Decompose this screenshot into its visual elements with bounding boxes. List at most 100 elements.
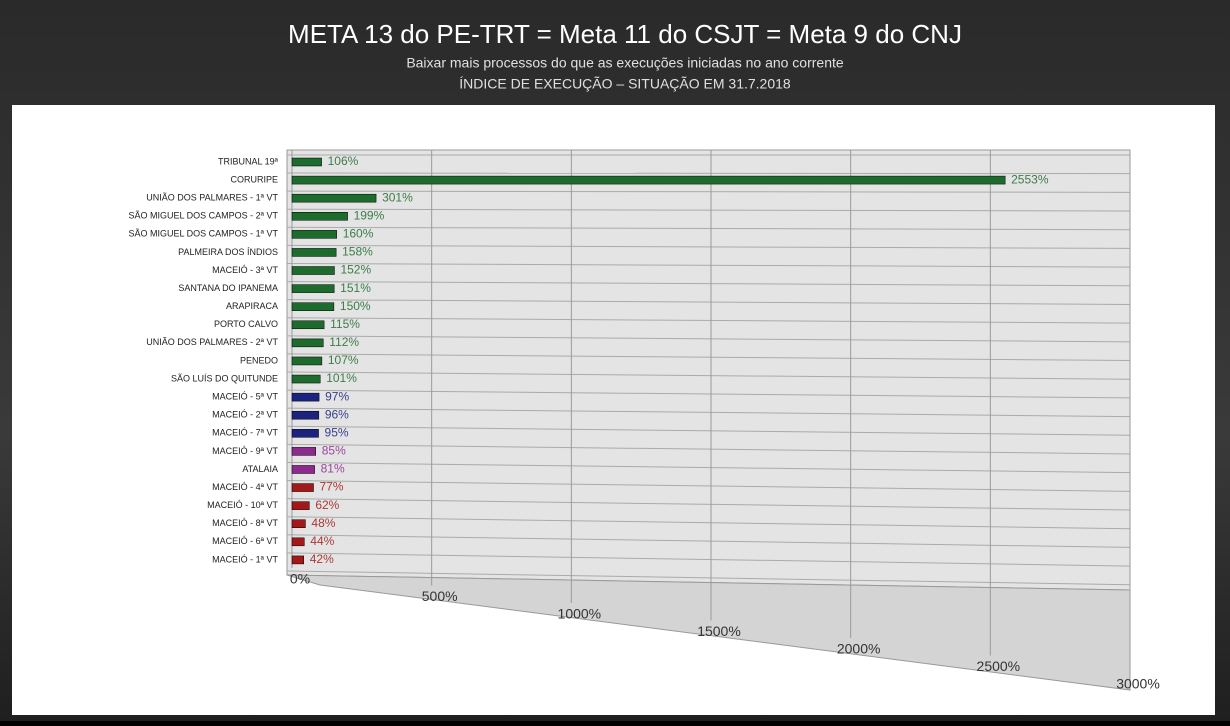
- value-label: 107%: [328, 353, 359, 367]
- category-label: MACEIÓ - 7ª VT: [212, 428, 278, 438]
- row-line: [286, 443, 1131, 455]
- row-line: [286, 516, 1131, 530]
- value-label: 44%: [310, 534, 334, 548]
- bar: [291, 157, 322, 167]
- row-line: [286, 208, 1131, 212]
- row-line: [286, 480, 1131, 492]
- category-label: MACEIÓ - 4ª VT: [212, 482, 278, 492]
- value-label: 160%: [343, 227, 374, 241]
- category-label: SÃO MIGUEL DOS CAMPOS - 1ª VT: [128, 229, 278, 239]
- bar: [291, 392, 320, 402]
- x-tick-label: 500%: [422, 588, 458, 604]
- bar: [291, 410, 320, 420]
- value-label: 77%: [320, 480, 344, 494]
- value-label: 151%: [340, 281, 371, 295]
- row-line: [286, 172, 1131, 175]
- category-label: MACEIÓ - 3ª VT: [212, 265, 278, 275]
- category-label: MACEIÓ - 2ª VT: [212, 410, 278, 420]
- row-line: [286, 461, 1131, 474]
- row-line: [286, 281, 1131, 287]
- row-line: [286, 299, 1131, 305]
- bar: [291, 501, 310, 510]
- bar: [291, 302, 335, 311]
- x-tick-label: 1500%: [697, 623, 741, 639]
- bar: [291, 483, 314, 492]
- row-line: [286, 262, 1131, 268]
- category-label: TRIBUNAL 19ª: [218, 156, 279, 166]
- x-tick-label: 1000%: [558, 606, 602, 622]
- category-label: SANTANA DO IPANEMA: [178, 283, 278, 293]
- floor: [286, 574, 1131, 691]
- row-line: [286, 407, 1131, 418]
- category-label: MACEIÓ - 10ª VT: [207, 500, 278, 510]
- bar: [291, 465, 315, 474]
- row-line: [286, 244, 1131, 249]
- bar: [291, 537, 305, 547]
- bar: [291, 230, 337, 239]
- row-line: [286, 353, 1131, 362]
- bar: [291, 555, 304, 565]
- row-line: [286, 226, 1131, 231]
- category-label: PORTO CALVO: [214, 319, 278, 329]
- category-label: SÃO LUÍS DO QUITUNDE: [171, 373, 278, 383]
- value-label: 301%: [382, 190, 413, 204]
- value-label: 95%: [325, 425, 349, 439]
- bar: [291, 374, 321, 384]
- category-label: ATALAIA: [242, 464, 278, 474]
- value-label: 106%: [328, 154, 359, 168]
- bar: [291, 248, 337, 257]
- category-label: UNIÃO DOS PALMARES - 2ª VT: [146, 337, 278, 347]
- category-label: MACEIÓ - 6ª VT: [212, 536, 278, 546]
- chart-title: META 13 do PE-TRT = Meta 11 do CSJT = Me…: [288, 19, 962, 49]
- category-label: MACEIÓ - 5ª VT: [212, 392, 278, 402]
- category-label: PENEDO: [240, 355, 278, 365]
- value-label: 62%: [315, 498, 339, 512]
- bar: [291, 447, 316, 456]
- row-line: [286, 498, 1131, 511]
- bar: [291, 284, 335, 293]
- x-tick-label: 0%: [290, 571, 310, 587]
- value-label: 48%: [311, 516, 335, 530]
- row-line: [286, 371, 1131, 380]
- chart-subtitle: Baixar mais processos do que as execuçõe…: [406, 55, 844, 71]
- bar: [291, 429, 319, 438]
- category-label: PALMEIRA DOS ÍNDIOS: [178, 247, 278, 257]
- bar: [291, 519, 306, 528]
- row-line: [286, 190, 1131, 193]
- x-tick-label: 2000%: [837, 641, 881, 657]
- category-label: ARAPIRACA: [226, 301, 278, 311]
- bar: [291, 356, 323, 366]
- value-label: 42%: [310, 552, 334, 566]
- value-label: 150%: [340, 299, 371, 313]
- value-label: 85%: [322, 444, 346, 458]
- value-label: 112%: [329, 335, 359, 349]
- row-line: [286, 389, 1131, 399]
- x-tick-label: 2500%: [977, 658, 1021, 674]
- value-label: 115%: [330, 317, 360, 331]
- category-label: CORURIPE: [230, 174, 278, 184]
- category-label: SÃO MIGUEL DOS CAMPOS - 2ª VT: [128, 211, 278, 221]
- x-tick-label: 3000%: [1116, 676, 1160, 692]
- row-line: [286, 317, 1131, 324]
- value-label: 2553%: [1011, 172, 1049, 186]
- bar: [291, 193, 377, 203]
- value-label: 158%: [342, 245, 373, 259]
- category-label: MACEIÓ - 1ª VT: [212, 554, 278, 564]
- bar: [291, 212, 348, 221]
- chart-subtitle: ÍNDICE DE EXECUÇÃO – SITUAÇÃO EM 31.7.20…: [459, 76, 791, 92]
- row-line: [286, 534, 1131, 548]
- bar: [291, 175, 1006, 185]
- bar: [291, 266, 335, 275]
- value-label: 81%: [321, 462, 345, 476]
- back-wall: [286, 149, 1131, 591]
- category-label: MACEIÓ - 9ª VT: [212, 446, 278, 456]
- value-label: 152%: [340, 263, 371, 277]
- row-line: [286, 552, 1131, 567]
- category-label: MACEIÓ - 8ª VT: [212, 518, 278, 528]
- value-label: 199%: [354, 208, 385, 222]
- bar: [291, 320, 325, 330]
- value-label: 101%: [326, 371, 357, 385]
- row-line: [286, 335, 1131, 343]
- value-label: 96%: [325, 407, 349, 421]
